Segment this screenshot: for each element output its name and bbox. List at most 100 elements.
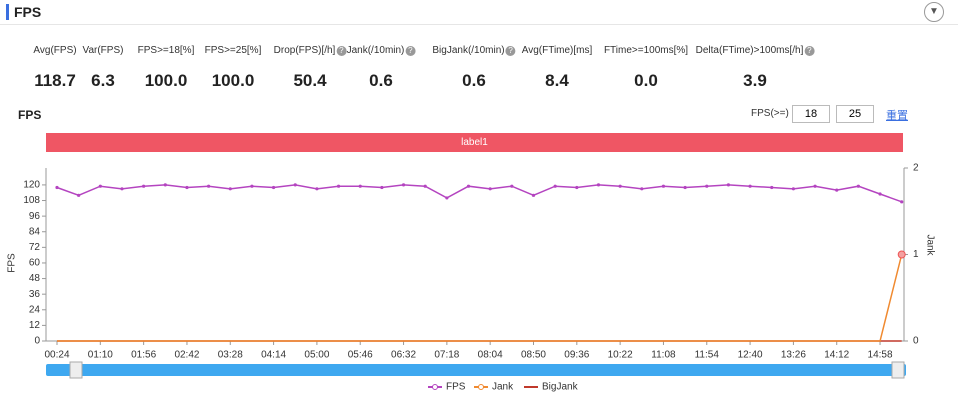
stat-label: Var(FPS): [83, 45, 124, 56]
stat-label-text: Avg(FPS): [33, 45, 77, 56]
fps-point: [835, 188, 839, 192]
fps-point: [575, 185, 579, 190]
jank-point: [897, 250, 906, 259]
fps-point: [618, 184, 622, 188]
x-tick-label: 05:00: [304, 350, 329, 361]
y-tick-label: 48: [29, 273, 41, 284]
collapse-button[interactable]: ▼: [924, 2, 944, 22]
chart-title: FPS: [18, 108, 42, 122]
stat-label: Drop(FPS)[/h]?: [274, 45, 347, 56]
slider-handle[interactable]: [891, 361, 905, 379]
divider: [0, 24, 958, 25]
threshold-input[interactable]: 18: [792, 105, 830, 123]
fps-point: [510, 184, 514, 188]
x-tick-label: 05:46: [348, 350, 373, 361]
x-tick-label: 01:10: [88, 350, 113, 361]
fps-point: [98, 184, 102, 188]
fps-point: [640, 187, 644, 191]
stat-value: 0.6: [369, 71, 393, 90]
y-tick-label: 120: [23, 180, 40, 191]
stat-label-text: Avg(FTime)[ms]: [521, 45, 593, 56]
x-tick-label: 14:58: [868, 350, 893, 361]
fps-point: [250, 184, 254, 188]
x-tick-label: 12:40: [738, 350, 763, 361]
fps-point: [293, 183, 297, 187]
fps-point: [185, 185, 189, 190]
threshold-label: FPS(>=): [751, 108, 789, 119]
stat-value: 50.4: [293, 71, 327, 90]
section-title: FPS: [14, 4, 42, 20]
x-tick-label: 04:14: [261, 350, 286, 361]
stat-label-text: FPS>=18[%]: [137, 45, 195, 56]
stat-label: FPS>=25[%]: [205, 45, 262, 56]
fps-point: [488, 187, 492, 191]
help-icon[interactable]: ?: [505, 46, 516, 56]
slider-handle[interactable]: [69, 361, 83, 379]
fps-point: [661, 184, 666, 188]
help-icon[interactable]: ?: [336, 46, 347, 56]
stat-label: BigJank(/10min)?: [432, 45, 516, 56]
legend-label: FPS: [446, 382, 466, 393]
series-line: [56, 184, 902, 203]
threshold-input[interactable]: 25: [836, 105, 874, 123]
fps-point: [705, 184, 709, 188]
stat-label-text: Var(FPS): [82, 45, 124, 56]
stat-label-text: FPS>=25[%]: [204, 45, 262, 56]
x-tick-label: 08:50: [521, 350, 546, 361]
stat-value: 0.0: [634, 71, 658, 90]
fps-point: [878, 192, 882, 196]
fps-point: [55, 185, 59, 190]
series-line: [57, 254, 903, 342]
y-axis-title: FPS: [7, 253, 18, 273]
fps-point: [423, 184, 427, 188]
x-tick-label: 02:42: [174, 350, 199, 361]
fps-point: [813, 184, 817, 188]
y2-axis-title: Jank: [924, 234, 935, 256]
x-tick-label: 00:24: [44, 350, 69, 361]
help-icon[interactable]: ?: [804, 46, 815, 56]
fps-point: [358, 184, 362, 188]
help-icon[interactable]: ?: [405, 46, 416, 56]
legend-dot: [478, 384, 484, 390]
fps-point: [900, 200, 904, 204]
x-tick-label: 09:36: [564, 350, 589, 361]
y2-tick-label: 2: [913, 163, 919, 174]
x-tick-label: 11:54: [695, 350, 720, 361]
fps-point: [336, 184, 341, 188]
fps-point: [207, 184, 211, 188]
y-tick-label: 0: [34, 336, 40, 347]
label-band: label1: [46, 133, 903, 152]
stat-label: Delta(FTime)>100ms[/h]?: [696, 45, 815, 56]
stat-value: 6.3: [91, 71, 115, 90]
y2-tick-label: 1: [913, 249, 919, 260]
stat-label: Avg(FPS): [33, 45, 76, 56]
title-accent: [6, 4, 9, 20]
reset-link[interactable]: 重置: [886, 110, 908, 122]
x-tick-label: 08:04: [478, 350, 503, 361]
fps-point: [315, 187, 319, 191]
fps-point: [401, 183, 406, 187]
stat-value: 100.0: [211, 71, 255, 90]
y-tick-label: 12: [29, 320, 41, 331]
stat-value: 100.0: [144, 71, 188, 90]
y-tick-label: 108: [23, 195, 40, 206]
stat-value: 118.7: [34, 71, 76, 90]
legend-label: BigJank: [542, 382, 579, 393]
stat-label-text: BigJank(/10min): [432, 45, 505, 56]
stat-label: Avg(FTime)[ms]: [522, 45, 593, 56]
y-tick-label: 24: [29, 304, 41, 315]
fps-point: [683, 185, 687, 190]
fps-point: [163, 183, 167, 187]
fps-point: [228, 187, 232, 191]
stat-label: FPS>=18[%]: [138, 45, 195, 56]
x-tick-label: 10:22: [608, 350, 633, 361]
stat-value: 8.4: [545, 71, 569, 90]
fps-point: [445, 196, 449, 200]
y-tick-label: 72: [29, 242, 41, 253]
stat-label-text: Drop(FPS)[/h]: [273, 45, 336, 56]
fps-point: [748, 184, 752, 188]
y-tick-label: 36: [29, 289, 41, 300]
y-tick-label: 84: [29, 226, 41, 237]
